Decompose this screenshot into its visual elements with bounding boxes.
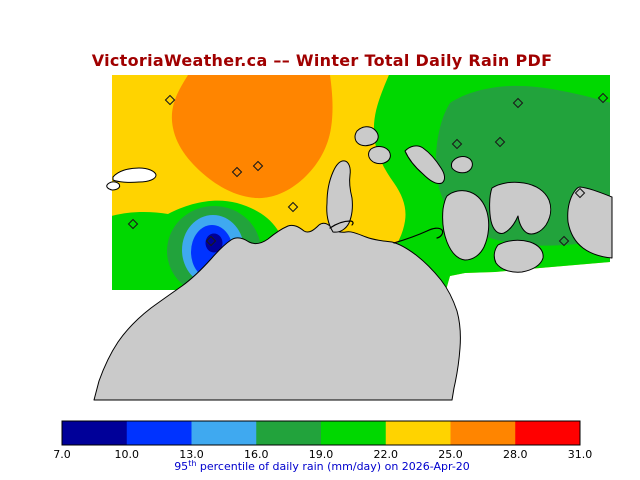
land-layer — [93, 126, 613, 401]
island-lopez — [493, 239, 544, 273]
station-marker — [451, 138, 463, 150]
colorbar-border — [61, 420, 581, 446]
colorbar-tick-label: 10.0 — [115, 448, 140, 461]
island-small-north-2 — [368, 146, 391, 165]
contour-level-25-28 — [171, 75, 333, 199]
island-orcas — [489, 181, 552, 235]
station-marker — [512, 97, 524, 109]
colorbar-segment-10-13 — [126, 421, 192, 445]
station-markers — [127, 92, 609, 247]
station-marker — [574, 187, 586, 199]
station-marker — [127, 218, 139, 230]
colorbar-tick-label: 31.0 — [568, 448, 593, 461]
colorbar-segment-13-16 — [191, 421, 257, 445]
island-outline-west-1 — [112, 167, 157, 183]
island-small-east — [450, 156, 473, 174]
colorbar-tick-label: 7.0 — [53, 448, 71, 461]
colorbar-segment-19-22 — [321, 421, 386, 445]
colorbar-segment-16-19 — [256, 421, 322, 445]
island-outline-west-2 — [106, 181, 121, 191]
island-diagonal-strip — [404, 145, 445, 184]
colorbar-tick-label: 28.0 — [503, 448, 528, 461]
colorbar-tick-label: 13.0 — [179, 448, 204, 461]
island-san-juan — [442, 190, 490, 261]
colorbar-tick-label: 19.0 — [309, 448, 334, 461]
colorbar-tick-label: 16.0 — [244, 448, 269, 461]
station-marker — [558, 235, 570, 247]
ediz-hook-coastline — [329, 220, 354, 229]
caption-superscript: th — [188, 459, 196, 468]
station-marker — [252, 160, 264, 172]
land-east-edge — [567, 186, 613, 259]
island-small-north-1 — [354, 126, 379, 147]
colorbar-segment-28-31 — [515, 421, 580, 445]
station-marker — [231, 166, 243, 178]
dungeness-spit-coastline — [393, 227, 444, 244]
colorbar: 7.0 10.0 13.0 16.0 19.0 22.0 25.0 28.0 3… — [53, 420, 593, 461]
caption-rest: percentile of daily rain (mm/day) on 202… — [196, 460, 469, 473]
station-marker — [164, 94, 176, 106]
land-olympic-peninsula — [93, 222, 461, 401]
colorbar-tick-label: 25.0 — [438, 448, 463, 461]
station-marker — [205, 235, 217, 247]
caption-base: 95 — [174, 460, 188, 473]
page-title: VictoriaWeather.ca –– Winter Total Daily… — [92, 51, 553, 70]
station-marker — [597, 92, 609, 104]
colorbar-tick-label: 22.0 — [374, 448, 399, 461]
station-marker — [494, 136, 506, 148]
colorbar-segment-7-10 — [62, 421, 127, 445]
colorbar-segment-22-25 — [385, 421, 451, 445]
colorbar-caption: 95th percentile of daily rain (mm/day) o… — [174, 459, 470, 473]
station-marker — [287, 201, 299, 213]
colorbar-segment-25-28 — [450, 421, 516, 445]
